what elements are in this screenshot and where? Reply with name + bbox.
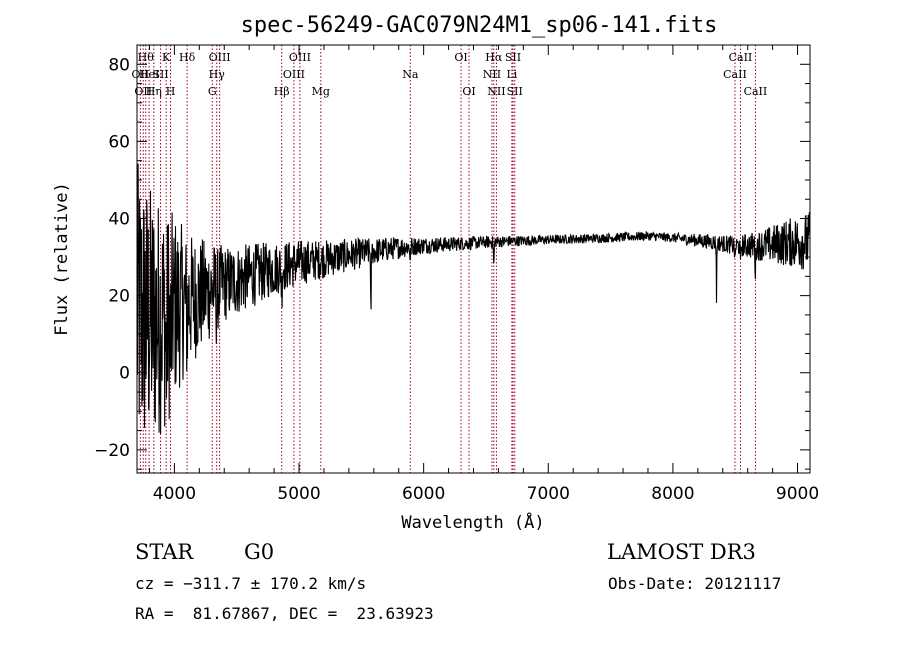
emission-line-label: OIII bbox=[209, 51, 231, 64]
y-tick-label: 0 bbox=[119, 364, 130, 384]
emission-line-label: SII bbox=[505, 51, 521, 64]
emission-line-label: Hβ bbox=[274, 85, 290, 98]
emission-line-label: NII bbox=[483, 68, 501, 81]
y-tick-label: 80 bbox=[108, 55, 130, 75]
emission-line-label: Hθ bbox=[138, 51, 155, 64]
axis-tick-labels: 4000 5000 6000 7000 8000 9000 −20 0 20 40 60 80 bbox=[94, 55, 819, 504]
emission-line-label: Hα bbox=[485, 51, 503, 64]
emission-line-label: NII bbox=[487, 85, 505, 98]
emission-line-label: Hη bbox=[146, 85, 162, 98]
emission-line-label: SII bbox=[152, 68, 168, 81]
spectrum-line bbox=[136, 163, 811, 434]
emission-line-label: OIII bbox=[283, 68, 305, 81]
emission-line-label: Na bbox=[402, 68, 419, 81]
x-tick-label: 4000 bbox=[153, 484, 196, 504]
y-tick-label: 40 bbox=[108, 210, 130, 230]
emission-line-label: G bbox=[208, 85, 217, 98]
emission-line-label: OIII bbox=[289, 51, 311, 64]
axis-ticks bbox=[137, 44, 810, 473]
obs-date-text: Obs-Date: 20121117 bbox=[608, 574, 782, 593]
emission-line-label: H bbox=[166, 85, 176, 98]
emission-line-label: OI bbox=[462, 85, 475, 98]
object-class: STAR bbox=[135, 540, 194, 564]
y-tick-label: −20 bbox=[94, 441, 130, 461]
x-axis-label: Wavelength (Å) bbox=[401, 511, 544, 533]
y-tick-label: 20 bbox=[108, 287, 130, 307]
survey-name: LAMOST DR3 bbox=[607, 540, 756, 564]
chart-title: spec-56249-GAC079N24M1_sp06-141.fits bbox=[241, 13, 718, 38]
y-axis-label: Flux (relative) bbox=[52, 182, 72, 336]
object-subclass: G0 bbox=[244, 540, 275, 564]
emission-line-markers bbox=[139, 45, 756, 473]
emission-line-label: OII bbox=[132, 68, 150, 81]
emission-line-label: CaII bbox=[729, 51, 753, 64]
emission-line-label: Li bbox=[506, 68, 517, 81]
redshift-text: cz = −311.7 ± 170.2 km/s bbox=[135, 574, 367, 593]
x-tick-label: 7000 bbox=[527, 484, 570, 504]
emission-line-labels: OII OII Hθ HeI Hη SII K H Hδ G Hγ OIII Hβ OIII OIII Mg N… bbox=[132, 51, 768, 98]
x-tick-label: 6000 bbox=[402, 484, 445, 504]
y-tick-label: 60 bbox=[108, 132, 130, 152]
emission-line-label: OI bbox=[454, 51, 467, 64]
coords-text: RA = 81.67867, DEC = 23.63923 bbox=[135, 604, 434, 623]
emission-line-label: Mg bbox=[312, 85, 330, 98]
emission-line-label: HeI bbox=[139, 68, 159, 81]
emission-line-label: OII bbox=[134, 85, 152, 98]
emission-line-label: CaII bbox=[744, 85, 768, 98]
emission-line-label: CaII bbox=[723, 68, 747, 81]
x-tick-label: 9000 bbox=[776, 484, 819, 504]
x-tick-label: 5000 bbox=[277, 484, 320, 504]
x-tick-label: 8000 bbox=[651, 484, 694, 504]
emission-line-label: SII bbox=[507, 85, 523, 98]
emission-line-label: Hγ bbox=[209, 68, 226, 81]
emission-line-label: Hδ bbox=[179, 51, 196, 64]
emission-line-label: K bbox=[162, 51, 171, 64]
